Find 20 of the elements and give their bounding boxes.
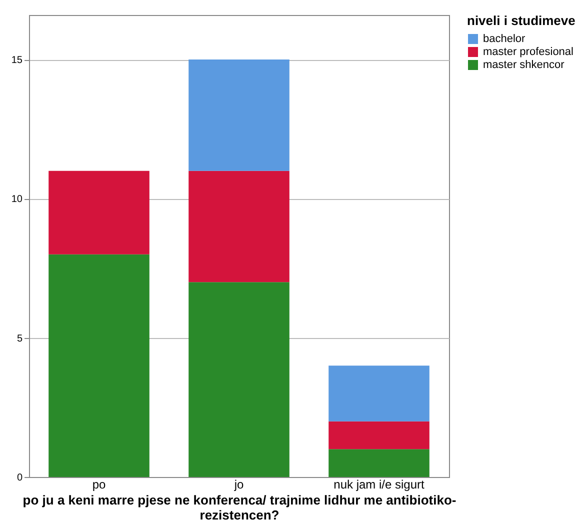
x-tick-label: po: [92, 478, 106, 492]
bar: [328, 421, 430, 450]
legend-label: master profesional: [483, 46, 574, 58]
legend-label: bachelor: [483, 33, 526, 45]
bar: [188, 282, 290, 477]
y-tick-label: 5: [16, 333, 23, 344]
bar: [328, 449, 430, 477]
y-tick-label: 15: [11, 55, 23, 66]
legend-title: niveli i studimeve: [467, 13, 576, 28]
bar: [48, 254, 150, 477]
y-tick-label: 10: [11, 194, 23, 206]
y-tick-label: 0: [16, 472, 23, 484]
x-tick-label: nuk jam i/e sigurt: [334, 478, 426, 492]
bar: [48, 170, 150, 254]
legend-label: master shkencor: [483, 59, 565, 71]
bar: [328, 366, 430, 422]
bar: [188, 170, 290, 282]
bar: [188, 60, 290, 171]
x-tick-label: jo: [233, 478, 244, 492]
x-axis-title: po ju a keni marre pjese ne konferenca/ trajnime lidhur me antibiotiko-rezistencen?: [22, 492, 456, 522]
